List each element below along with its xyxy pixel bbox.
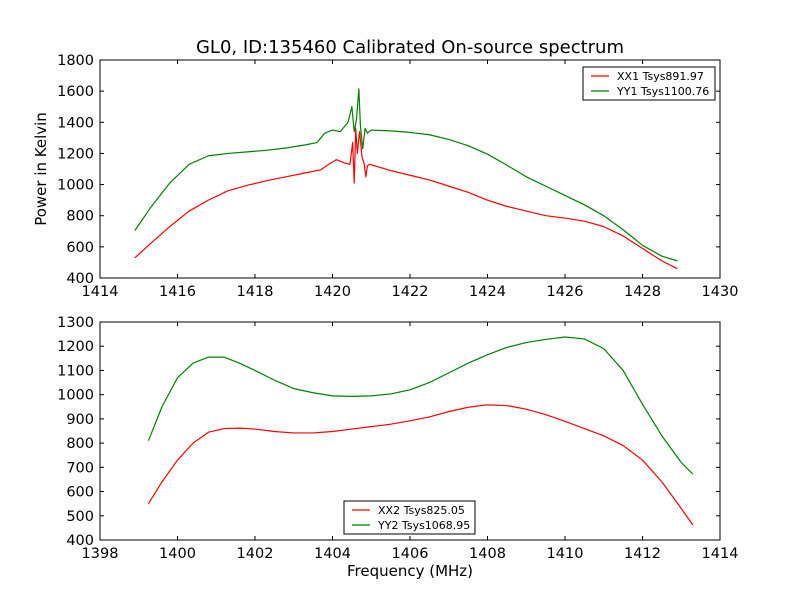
x-tick-label: 1426 [547,284,584,300]
y-tick-label: 1000 [57,388,94,404]
legend-box [582,66,716,101]
y-tick-label: 1200 [57,146,94,162]
y-tick-label: 1200 [57,339,94,355]
x-tick-label: 1428 [624,284,661,300]
x-tick-label: 1418 [237,284,274,300]
x-tick-label: 1402 [237,546,274,562]
x-tick-label: 1408 [469,546,506,562]
x-tick-label: 1414 [82,284,119,300]
legend-entry: XX2 Tsys825.05 [378,504,465,517]
legend-box [343,500,476,535]
bottom-panel: 1398 1400 1402 1404 1406 1408 1410 1412 1414 400 5… [57,315,738,580]
y-tick-label: 1300 [57,315,94,331]
y-tick-label: 1800 [57,53,94,69]
x-tick-label: 1416 [159,284,196,300]
series-line-2 [134,88,678,262]
y-tick-label: 400 [66,271,94,287]
x-tick-label: 1422 [392,284,429,300]
x-tick-label: 1400 [159,546,196,562]
series-line-1 [147,404,694,526]
legend: XX1 Tsys891.97 YY1 Tsys1100.76 [582,66,716,101]
x-tick-label: 1414 [702,546,739,562]
top-panel: 1414 1416 1418 1420 1422 1424 1426 1428 1430 400 6… [32,53,738,300]
y-tick-label: 700 [66,460,94,476]
y-tick-label: 600 [66,240,94,256]
y-tick-label: 1400 [57,115,94,131]
x-tick-label: 1404 [314,546,351,562]
legend-entry: XX1 Tsys891.97 [617,70,704,83]
legend-entry: YY1 Tsys1100.76 [616,85,709,98]
x-tick-label: 1398 [82,546,119,562]
y-tick-label: 1100 [57,363,94,379]
x-tick-label: 1406 [392,546,429,562]
series-line-2 [147,336,694,475]
legend-entry: YY2 Tsys1068.95 [377,519,470,532]
x-tick-label: 1410 [547,546,584,562]
chart-title: GL0, ID:135460 Calibrated On-source spec… [196,37,624,58]
y-tick-label: 400 [66,533,94,549]
series-line-1 [134,127,678,270]
x-tick-label: 1412 [624,546,661,562]
x-tick-label: 1424 [469,284,506,300]
y-tick-label: 1000 [57,178,94,194]
legend: XX2 Tsys825.05 YY2 Tsys1068.95 [343,500,476,535]
x-tick-label: 1420 [314,284,351,300]
y-tick-label: 1600 [57,84,94,100]
y-tick-label: 600 [66,485,94,501]
y-tick-label: 800 [66,209,94,225]
y-axis-label: Power in Kelvin [32,112,50,226]
x-axis-label: Frequency (MHz) [347,562,473,580]
y-tick-label: 900 [66,412,94,428]
y-tick-label: 800 [66,436,94,452]
y-tick-label: 500 [66,509,94,525]
x-tick-label: 1430 [702,284,739,300]
